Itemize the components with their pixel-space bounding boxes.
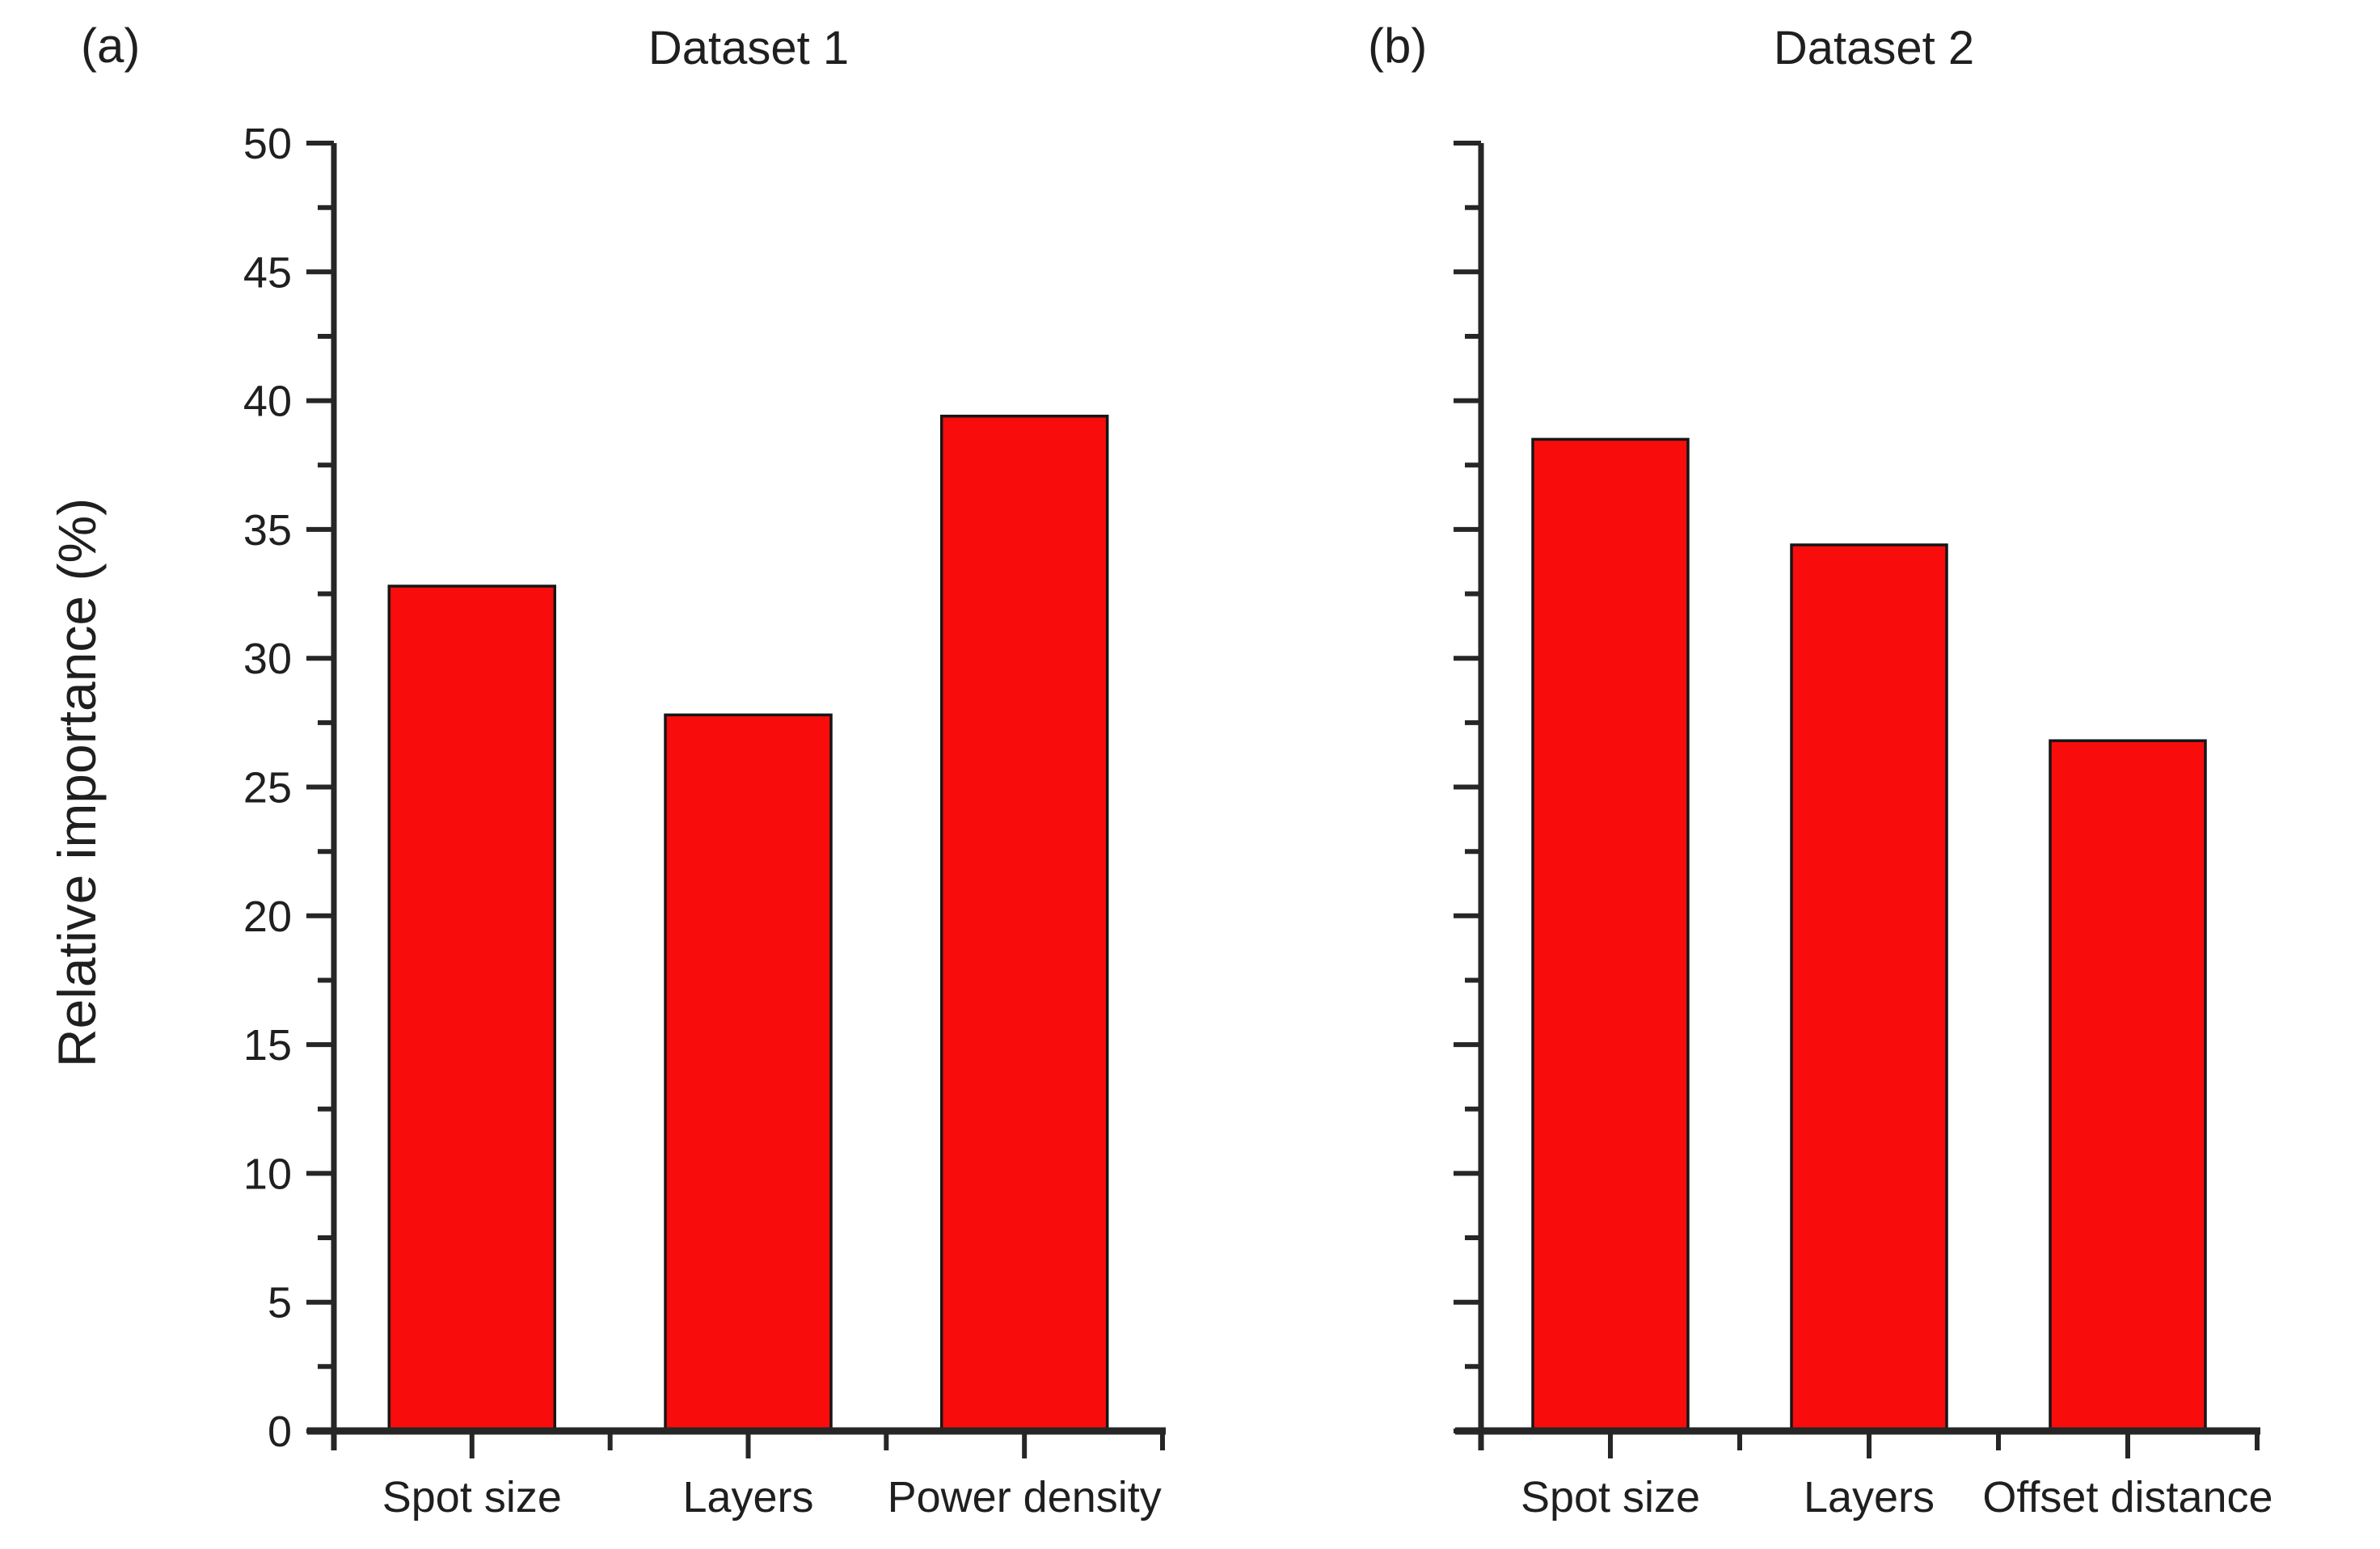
category-label: Layers xyxy=(682,1473,813,1522)
panel-a-title: Dataset 1 xyxy=(648,22,850,74)
y-tick-label: 15 xyxy=(243,1021,292,1070)
y-axis-title: Relative importance (%) xyxy=(47,497,107,1068)
bar xyxy=(1790,543,1948,1433)
bar xyxy=(1531,437,1690,1433)
y-tick-label: 25 xyxy=(243,764,292,812)
y-tick-label: 45 xyxy=(243,248,292,297)
y-tick-label: 50 xyxy=(243,120,292,168)
bar xyxy=(387,585,557,1433)
bar xyxy=(939,414,1109,1433)
panel-a-label: (a) xyxy=(81,19,141,73)
panel-b-label: (b) xyxy=(1368,19,1428,73)
category-label: Spot size xyxy=(382,1473,562,1522)
y-tick-label: 5 xyxy=(268,1279,292,1327)
y-tick-label: 30 xyxy=(243,635,292,683)
bar xyxy=(2049,739,2207,1433)
category-label: Layers xyxy=(1804,1473,1935,1522)
panel-b-title: Dataset 2 xyxy=(1773,22,1975,74)
y-tick-label: 35 xyxy=(243,506,292,555)
y-tick-label: 20 xyxy=(243,893,292,941)
y-tick-label: 10 xyxy=(243,1150,292,1198)
bar xyxy=(664,713,833,1433)
y-tick-label: 40 xyxy=(243,378,292,426)
category-label: Spot size xyxy=(1521,1473,1700,1522)
category-label: Offset distance xyxy=(1982,1473,2272,1522)
y-tick-label: 0 xyxy=(268,1408,292,1456)
category-label: Power density xyxy=(888,1473,1162,1522)
